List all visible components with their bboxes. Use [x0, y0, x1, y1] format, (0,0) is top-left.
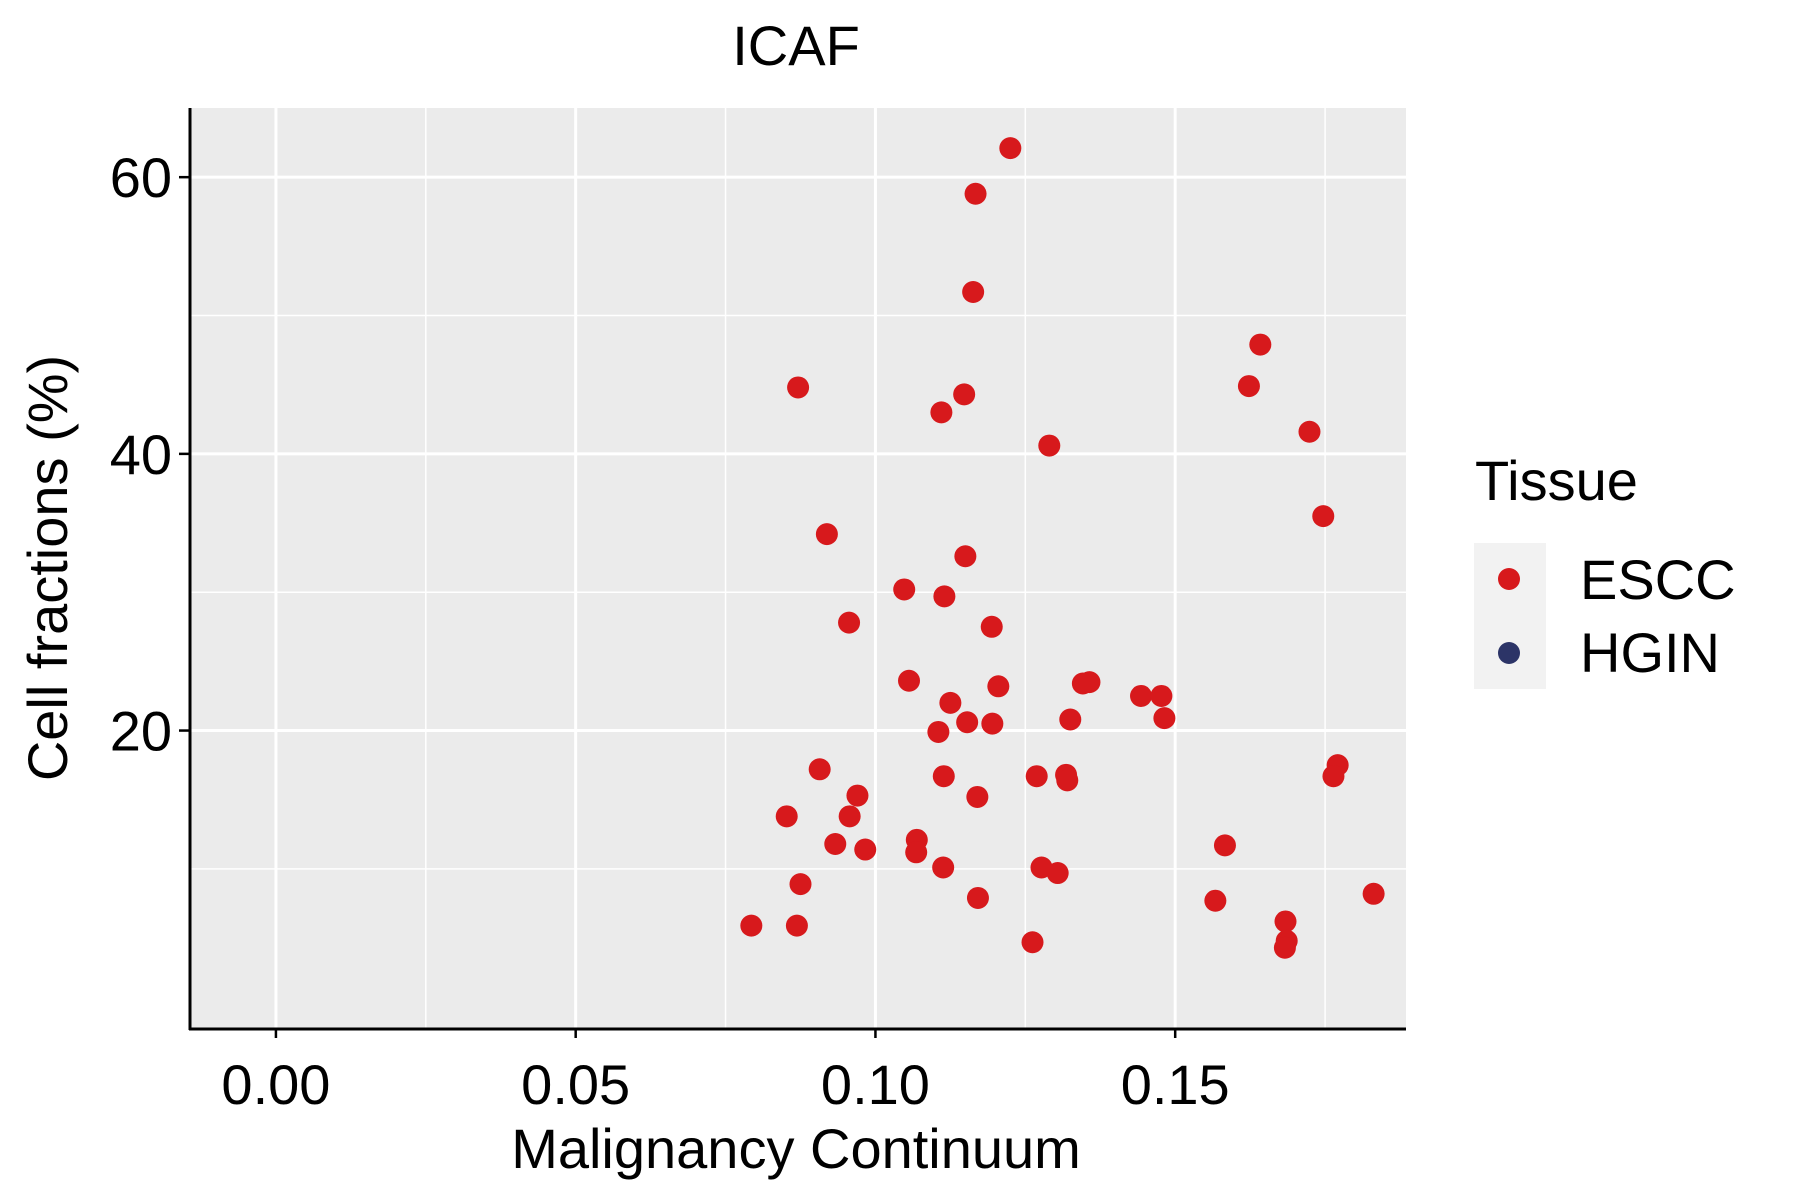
- scatter-point-escc: [905, 841, 928, 864]
- chart-title: ICAF: [732, 14, 860, 77]
- legend-key-background: [1474, 543, 1546, 689]
- grid-major: [189, 108, 1406, 1028]
- grid-minor: [189, 108, 1406, 1028]
- scatter-point-escc: [824, 833, 847, 855]
- scatter-point-escc: [962, 281, 985, 303]
- scatter-point-escc: [1298, 420, 1321, 443]
- legend-title: Tissue: [1475, 449, 1638, 512]
- scatter-point-escc: [740, 914, 763, 937]
- scatter-point-escc: [1130, 684, 1153, 707]
- scatter-point-escc: [1249, 333, 1272, 356]
- scatter-point-escc: [785, 914, 808, 937]
- scatter-point-escc: [1038, 434, 1061, 457]
- scatter-point-escc: [980, 615, 1003, 638]
- scatter-point-escc: [932, 856, 955, 879]
- scatter-point-escc: [1273, 936, 1296, 959]
- scatter-point-escc: [1213, 834, 1236, 857]
- scatter-point-escc: [1362, 882, 1385, 905]
- scatter-point-escc: [939, 691, 962, 714]
- scatter-point-escc: [932, 765, 955, 788]
- scatter-point-escc: [1059, 708, 1082, 731]
- scatter-point-escc: [930, 401, 953, 424]
- scatter-point-escc: [981, 712, 1004, 735]
- scatter-point-escc: [1312, 505, 1335, 528]
- scatter-point-escc: [1274, 910, 1297, 933]
- scatter-point-escc: [1153, 707, 1176, 730]
- scatter-point-escc: [1078, 671, 1101, 694]
- scatter-point-escc: [966, 886, 989, 909]
- scatter-point-escc: [787, 376, 810, 399]
- scatter-point-escc: [838, 611, 861, 634]
- y-tick-label: 60: [110, 146, 172, 209]
- scatter-point-escc: [1021, 931, 1044, 954]
- scatter-point-escc: [987, 675, 1010, 698]
- legend-key-hgin: [1498, 642, 1520, 664]
- x-tick-label: 0.05: [521, 1053, 630, 1116]
- x-tick-label: 0.10: [821, 1053, 930, 1116]
- scatter-point-escc: [933, 585, 956, 608]
- scatter-point-escc: [966, 785, 989, 808]
- y-axis-ticks: 20 40 60: [110, 146, 190, 763]
- x-tick-label: 0.15: [1121, 1053, 1230, 1116]
- x-tick-label: 0.00: [221, 1053, 330, 1116]
- scatter-point-escc: [1322, 765, 1345, 788]
- x-axis-ticks: 0.00 0.05 0.10 0.15: [221, 1029, 1230, 1116]
- scatter-point-escc: [775, 805, 798, 828]
- scatter-point-escc: [954, 545, 977, 568]
- data-points: [740, 137, 1385, 959]
- x-axis-label: Malignancy Continuum: [511, 1117, 1081, 1180]
- y-tick-label: 40: [110, 423, 172, 486]
- legend-label-escc: ESCC: [1580, 548, 1736, 611]
- scatter-point-escc: [1046, 862, 1069, 885]
- scatter-point-escc: [1025, 765, 1048, 788]
- y-tick-label: 20: [110, 700, 172, 763]
- scatter-point-escc: [1056, 769, 1079, 792]
- scatter-point-escc: [1150, 684, 1173, 707]
- legend: Tissue ESCC HGIN: [1474, 449, 1736, 689]
- scatter-point-escc: [1204, 889, 1227, 912]
- legend-key-escc: [1498, 568, 1520, 590]
- scatter-point-escc: [927, 720, 950, 743]
- scatter-point-escc: [956, 711, 979, 734]
- scatter-point-escc: [898, 669, 921, 692]
- scatter-point-escc: [789, 873, 812, 896]
- scatter-point-escc: [838, 805, 861, 828]
- scatter-point-escc: [999, 137, 1022, 160]
- scatter-point-escc: [846, 784, 869, 807]
- y-axis-label: Cell fractions (%): [16, 355, 79, 781]
- scatter-point-escc: [815, 523, 838, 546]
- legend-label-hgin: HGIN: [1580, 621, 1720, 684]
- scatter-point-escc: [893, 578, 916, 601]
- scatter-point-escc: [1237, 375, 1260, 398]
- scatter-point-escc: [964, 182, 987, 205]
- scatter-point-escc: [953, 383, 976, 406]
- scatter-point-escc: [854, 838, 877, 861]
- scatter-point-escc: [808, 758, 831, 781]
